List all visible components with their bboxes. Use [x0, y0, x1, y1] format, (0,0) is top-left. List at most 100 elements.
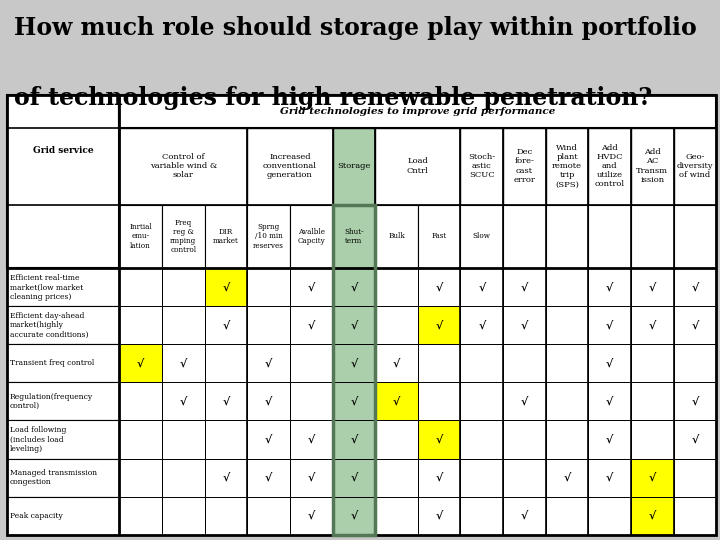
Text: √: √ [222, 282, 230, 293]
Bar [7, 268, 120, 306]
Bar [204, 421, 247, 458]
Bar [290, 345, 333, 382]
Bar [588, 127, 631, 205]
Bar [204, 345, 247, 382]
Bar [204, 268, 247, 306]
Text: √: √ [606, 396, 613, 407]
Bar [375, 345, 418, 382]
Bar [418, 345, 461, 382]
Text: √: √ [691, 434, 699, 445]
Bar [461, 382, 503, 421]
Bar [546, 268, 588, 306]
Text: Control of
variable wind &
solar: Control of variable wind & solar [150, 153, 217, 179]
Bar [162, 306, 204, 345]
Bar [204, 306, 247, 345]
Bar [247, 306, 290, 345]
Bar [418, 306, 461, 345]
Text: √: √ [606, 472, 613, 483]
Bar [247, 268, 290, 306]
Bar [674, 382, 716, 421]
Text: Bulk: Bulk [388, 232, 405, 240]
Bar [674, 458, 716, 497]
Bar [418, 205, 461, 268]
Bar [546, 497, 588, 535]
Bar [120, 421, 162, 458]
Text: √: √ [393, 358, 400, 369]
Text: Efficient day-ahead
market(highly
accurate conditions): Efficient day-ahead market(highly accura… [10, 312, 89, 339]
Text: √: √ [265, 396, 272, 407]
Text: √: √ [564, 472, 571, 483]
Text: Load
Cntrl: Load Cntrl [407, 158, 429, 174]
Bar [7, 345, 120, 382]
Bar [120, 306, 162, 345]
Text: √: √ [436, 510, 443, 521]
Bar [631, 421, 674, 458]
Bar [247, 382, 290, 421]
Text: √: √ [350, 282, 358, 293]
Text: √: √ [436, 472, 443, 483]
Bar [162, 345, 204, 382]
Bar [333, 497, 375, 535]
Bar [631, 458, 674, 497]
Bar [588, 458, 631, 497]
Bar [546, 345, 588, 382]
Text: Stoch-
astic
SCUC: Stoch- astic SCUC [468, 153, 495, 179]
Bar [7, 497, 120, 535]
Text: √: √ [350, 472, 358, 483]
Text: Avalble
Capcity: Avalble Capcity [297, 228, 325, 245]
Text: √: √ [478, 282, 485, 293]
Text: Slow: Slow [473, 232, 491, 240]
Bar [204, 458, 247, 497]
Bar [503, 382, 546, 421]
Bar [461, 345, 503, 382]
Bar [375, 458, 418, 497]
Text: √: √ [222, 472, 230, 483]
Text: √: √ [606, 434, 613, 445]
Text: √: √ [436, 282, 443, 293]
Bar [461, 458, 503, 497]
Bar [503, 345, 546, 382]
Bar [588, 497, 631, 535]
Bar [461, 127, 503, 205]
Bar [120, 458, 162, 497]
Bar [7, 382, 120, 421]
Bar [120, 268, 162, 306]
Bar [333, 421, 375, 458]
Bar [290, 382, 333, 421]
Text: Add
HVDC
and
utilize
control: Add HVDC and utilize control [595, 144, 625, 188]
Text: √: √ [649, 510, 656, 521]
Bar [631, 127, 674, 205]
Bar [418, 458, 461, 497]
Bar [674, 306, 716, 345]
Bar [162, 205, 204, 268]
Bar [631, 382, 674, 421]
Text: √: √ [265, 358, 272, 369]
Bar [247, 458, 290, 497]
Bar [120, 345, 162, 382]
Text: Add
AC
Transm
ission: Add AC Transm ission [636, 148, 668, 184]
Bar [674, 127, 716, 205]
Bar [333, 268, 375, 306]
Bar [7, 306, 120, 345]
Text: √: √ [436, 320, 443, 331]
Bar [333, 205, 375, 535]
Text: How much role should storage play within portfolio: How much role should storage play within… [14, 16, 697, 40]
Bar [631, 497, 674, 535]
Bar [503, 306, 546, 345]
Text: √: √ [649, 282, 656, 293]
Bar [333, 306, 375, 345]
Bar [7, 458, 120, 497]
Bar [247, 205, 290, 268]
Text: √: √ [222, 320, 230, 331]
Text: √: √ [350, 358, 358, 369]
Text: √: √ [478, 320, 485, 331]
Text: √: √ [521, 320, 528, 331]
Text: √: √ [691, 320, 699, 331]
Text: Freq
reg &
rmping
control: Freq reg & rmping control [170, 219, 197, 254]
Bar [631, 345, 674, 382]
Bar [546, 458, 588, 497]
Text: √: √ [606, 358, 613, 369]
Text: Efficient real-time
market(low market
cleaning prices): Efficient real-time market(low market cl… [10, 274, 84, 301]
Bar [162, 268, 204, 306]
Text: √: √ [350, 320, 358, 331]
